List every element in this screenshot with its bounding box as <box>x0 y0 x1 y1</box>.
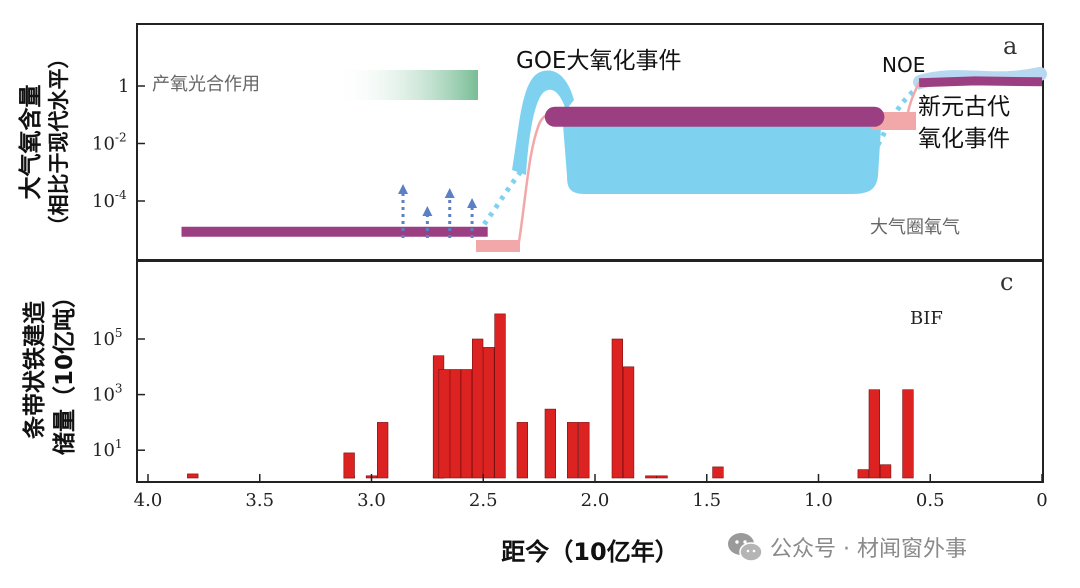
bif-bar <box>902 389 914 479</box>
x-tick-label: 4.0 <box>134 490 163 511</box>
x-axis: 4.0 3.5 3.0 2.5 2.0 1.5 1.0 0.5 0 <box>134 474 1048 511</box>
bif-bar <box>566 422 579 479</box>
x-axis-label: 距今（10亿年） <box>501 538 678 566</box>
bif-bar <box>516 422 528 479</box>
bif-bar <box>187 473 199 479</box>
panel-c-ylabel-line2: 储量（10亿吨） <box>51 285 78 455</box>
bif-bar <box>494 313 506 479</box>
goe-rise-dotted <box>476 168 524 234</box>
panel-c-letter: c <box>1000 268 1013 296</box>
panel-a-y-axis: 1 10-2 10-4 <box>92 76 145 212</box>
y-tick-label: 10-2 <box>92 131 127 155</box>
bif-bar <box>438 369 450 479</box>
y-tick-exponent: 3 <box>115 382 123 396</box>
bif-bar <box>460 369 473 479</box>
panel-c-plot <box>187 313 914 479</box>
noe-cn-line1: 新元古代 <box>918 94 1010 120</box>
x-tick-label: 1.5 <box>692 490 721 511</box>
bif-bar <box>645 475 657 479</box>
bif-bar <box>544 408 556 479</box>
panel-a-letter: a <box>1003 32 1017 60</box>
panel-a-series-layer <box>181 76 1043 238</box>
y-tick-exponent: -4 <box>115 188 127 202</box>
bif-bar <box>483 347 495 479</box>
whiff-arrowhead <box>467 198 478 208</box>
photosynthesis-label: 产氧光合作用 <box>152 74 260 95</box>
y-tick-label: 101 <box>92 437 123 461</box>
y-tick-exponent: 1 <box>115 437 123 451</box>
panel-a-ylabel-line2: （相比于现代水平） <box>47 48 71 237</box>
panel-c-ylabel-line1: 条带状铁建造 <box>21 300 48 439</box>
x-tick-label: 3.0 <box>357 490 386 511</box>
bif-bar <box>656 475 668 479</box>
y-tick-label: 105 <box>92 326 123 350</box>
y-tick-exponent: 5 <box>115 326 123 340</box>
purple-bar-3 <box>918 76 1043 88</box>
bif-bar <box>376 422 389 479</box>
x-tick-label: 2.5 <box>469 490 498 511</box>
y-tick-label: 1 <box>118 76 129 97</box>
panel-a-ylabel-line1: 大气氧含量 <box>17 85 44 200</box>
goe-rise-band <box>512 70 574 175</box>
panel-a-plot <box>335 67 1047 252</box>
bif-legend: BIF <box>910 308 943 329</box>
noe-label: NOE <box>882 53 925 77</box>
whiff-arrowhead <box>422 206 433 216</box>
x-tick-label: 3.5 <box>245 490 274 511</box>
bif-bar <box>578 422 590 479</box>
watermark-text: 公众号 · 材闻窗外事 <box>770 537 967 562</box>
pink-segment-archean <box>476 240 520 252</box>
watermark: 公众号 · 材闻窗外事 <box>728 533 967 562</box>
bif-bar <box>712 466 724 479</box>
panel-c-frame <box>136 260 1044 483</box>
bif-bar <box>857 469 869 479</box>
bif-bar <box>868 389 880 479</box>
wechat-icon <box>728 533 763 562</box>
noe-cn-line2: 氧化事件 <box>918 126 1010 152</box>
bif-bar <box>879 464 892 479</box>
y-tick-label: 10-4 <box>92 188 127 212</box>
bif-bar <box>449 369 461 479</box>
whiff-arrowhead <box>444 188 455 198</box>
proterozoic-blue-band <box>562 112 882 194</box>
goe-label: GOE大氧化事件 <box>516 48 681 74</box>
photosynthesis-bar <box>335 70 478 100</box>
bif-bar <box>611 338 623 479</box>
y-tick-label: 103 <box>92 382 123 406</box>
x-tick-label: 0.5 <box>916 490 945 511</box>
bif-bar <box>471 338 484 479</box>
bif-bar <box>343 452 355 479</box>
y-tick-exponent: -2 <box>115 131 127 145</box>
x-tick-label: 1.0 <box>804 490 833 511</box>
bif-bar <box>622 366 635 479</box>
x-tick-label: 2.0 <box>581 490 610 511</box>
x-tick-label: 0 <box>1036 490 1047 511</box>
whiff-arrowhead <box>398 184 409 194</box>
atmosphere-label: 大气圈氧气 <box>870 217 960 238</box>
